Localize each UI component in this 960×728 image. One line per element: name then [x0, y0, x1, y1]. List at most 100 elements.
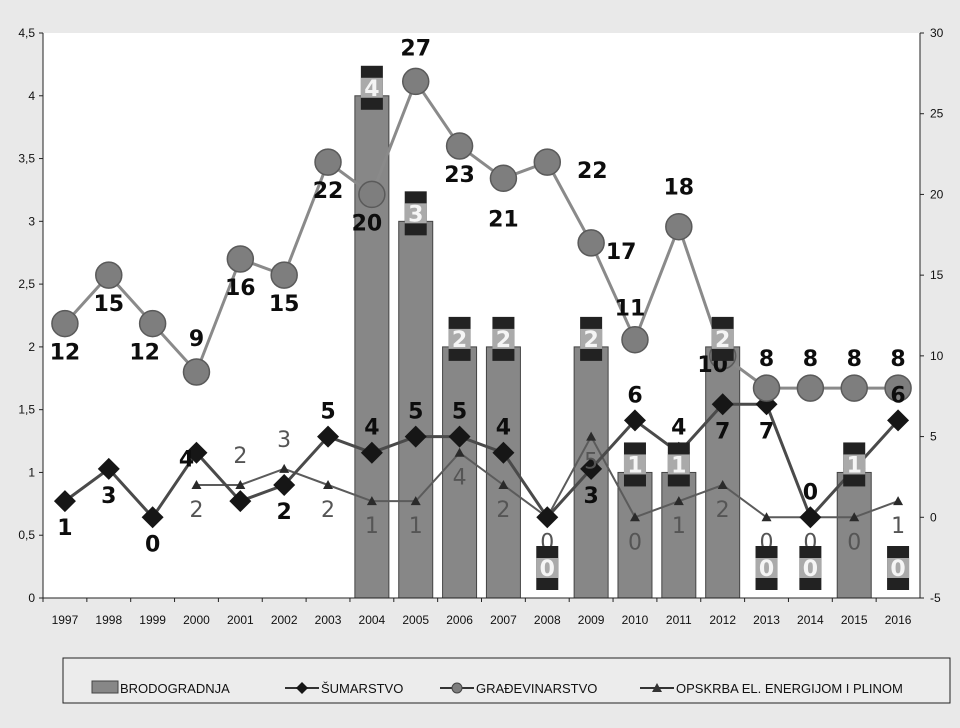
- point-gradevinarstvo-1998: [95, 261, 123, 289]
- label-brodogradnja-2014: 0: [803, 557, 818, 582]
- right-axis-tick-label: -5: [930, 591, 941, 605]
- point-sumarstvo-2012: [711, 393, 734, 416]
- label-sumarstvo-2014: 0: [803, 480, 818, 505]
- point-gradevinarstvo-2013: [752, 374, 781, 402]
- x-axis-tick-label: 2012: [709, 613, 736, 627]
- legend-label-0: BRODOGRADNJA: [120, 681, 230, 696]
- label-mid-brodogradnja-2006: [448, 328, 471, 349]
- label-opskrba-2016: 1: [891, 514, 905, 539]
- label-brodogradnja-2005: 3: [408, 202, 423, 227]
- point-gradevinarstvo-2016: [884, 374, 912, 402]
- right-axis-tick-label: 15: [930, 268, 944, 282]
- label-gradevinarstvo-2011: 18: [664, 176, 695, 201]
- label-sumarstvo-2002: 2: [277, 500, 292, 525]
- x-axis-tick-label: 2007: [490, 613, 517, 627]
- legend-marker-triangle: [652, 683, 662, 692]
- label-gradevinarstvo-2014: 8: [803, 347, 818, 372]
- left-axis-tick-label: 2,5: [18, 277, 35, 291]
- point-gradevinarstvo-2007: [489, 164, 518, 193]
- right-axis-tick-label: 5: [930, 430, 937, 444]
- point-gradevinarstvo-2005: [401, 67, 430, 96]
- point-sumarstvo-1999: [141, 506, 164, 529]
- x-axis-tick-label: 2000: [183, 613, 210, 627]
- bars-layer: [354, 95, 872, 599]
- point-gradevinarstvo-2008: [533, 148, 562, 176]
- label-opskrba-2001: 2: [233, 444, 247, 469]
- point-sumarstvo-2005: [404, 425, 427, 448]
- legend-swatch-brodogradnja: [91, 680, 119, 694]
- label-brodogradnja-2006: 2: [452, 328, 467, 353]
- label-brodogradnja-2009: 2: [583, 328, 598, 353]
- point-opskrba: [586, 431, 597, 441]
- label-opskrba-2015: 0: [847, 530, 861, 555]
- right-axis-tick-label: 10: [930, 349, 944, 363]
- x-axis-tick-label: 2013: [753, 613, 780, 627]
- label-gradevinarstvo-1997: 12: [50, 341, 81, 366]
- label-sumarstvo-2005: 5: [408, 400, 423, 425]
- label-gradevinarstvo-2016: 8: [890, 347, 905, 372]
- x-axis-tick-label: 1997: [52, 613, 79, 627]
- label-sumarstvo-2010: 6: [627, 383, 642, 408]
- label-gradevinarstvo-2005: 27: [400, 36, 431, 61]
- label-mid-brodogradnja-2008: [536, 558, 559, 578]
- point-sumarstvo-2003: [317, 425, 340, 448]
- label-opskrba-2004: 1: [365, 514, 379, 539]
- x-axis-tick-label: 2015: [841, 613, 868, 627]
- label-sumarstvo-2009: 3: [583, 484, 598, 509]
- label-mid-brodogradnja-2010: [623, 454, 646, 475]
- legend-label-2: GRAĐEVINARSTVO: [476, 681, 597, 696]
- label-gradevinarstvo-2007: 21: [488, 207, 519, 232]
- bar-2006: [442, 346, 478, 599]
- point-gradevinarstvo-2011: [665, 212, 693, 241]
- right-axis-tick-label: 0: [930, 510, 937, 524]
- label-opskrba-2005: 1: [409, 514, 423, 539]
- label-gradevinarstvo-2010: 11: [615, 297, 646, 322]
- label-brodogradnja-2004: 4: [364, 77, 379, 102]
- label-gradevinarstvo-1998: 15: [93, 292, 124, 317]
- label-brodogradnja-2010: 1: [627, 453, 642, 478]
- x-axis-tick-label: 2014: [797, 613, 824, 627]
- point-sumarstvo-2006: [448, 425, 471, 448]
- label-brodogradnja-2008: 0: [540, 557, 555, 582]
- label-sumarstvo-2013: 7: [759, 419, 774, 444]
- x-axis-tick-label: 2002: [271, 613, 298, 627]
- label-mid-brodogradnja-2009: [580, 328, 603, 349]
- x-axis-tick-label: 2003: [315, 613, 342, 627]
- label-sumarstvo-1998: 3: [101, 484, 116, 509]
- right-axis-tick-label: 25: [930, 107, 944, 121]
- point-gradevinarstvo-2009: [577, 229, 605, 257]
- point-opskrba: [893, 496, 904, 506]
- point-gradevinarstvo-2010: [621, 325, 649, 354]
- x-axis-tick-label: 2001: [227, 613, 254, 627]
- label-brodogradnja-2015: 1: [847, 453, 862, 478]
- point-gradevinarstvo-2003: [314, 148, 342, 176]
- point-opskrba: [717, 480, 728, 489]
- bar-2012: [705, 346, 741, 599]
- point-gradevinarstvo-2000: [182, 358, 211, 386]
- point-gradevinarstvo-1997: [51, 309, 79, 338]
- label-gradevinarstvo-1999: 12: [129, 341, 160, 366]
- point-sumarstvo-2016: [887, 409, 910, 432]
- label-gradevinarstvo-2000: 9: [189, 327, 204, 352]
- x-axis-tick-label: 2006: [446, 613, 473, 627]
- label-gradevinarstvo-2006: 23: [444, 163, 475, 188]
- point-gradevinarstvo-2001: [226, 245, 255, 273]
- left-axis-tick-label: 0: [28, 591, 35, 605]
- point-sumarstvo-2007: [492, 441, 515, 464]
- label-opskrba-2000: 2: [189, 498, 203, 523]
- point-opskrba: [191, 480, 202, 489]
- plot-area: [43, 33, 920, 598]
- label-sumarstvo-2006: 5: [452, 400, 467, 425]
- bar-2004: [354, 95, 390, 599]
- point-gradevinarstvo-2006: [445, 132, 474, 160]
- legend-marker-circle: [451, 682, 463, 694]
- point-sumarstvo-1998: [97, 457, 120, 480]
- label-brodogradnja-2011: 1: [671, 453, 686, 478]
- label-opskrba-2002: 3: [277, 428, 291, 453]
- label-mid-brodogradnja-2016: [887, 558, 910, 578]
- left-axis-tick-label: 1: [28, 465, 35, 479]
- label-opskrba-2003: 2: [321, 498, 335, 523]
- bar-2011: [661, 471, 697, 599]
